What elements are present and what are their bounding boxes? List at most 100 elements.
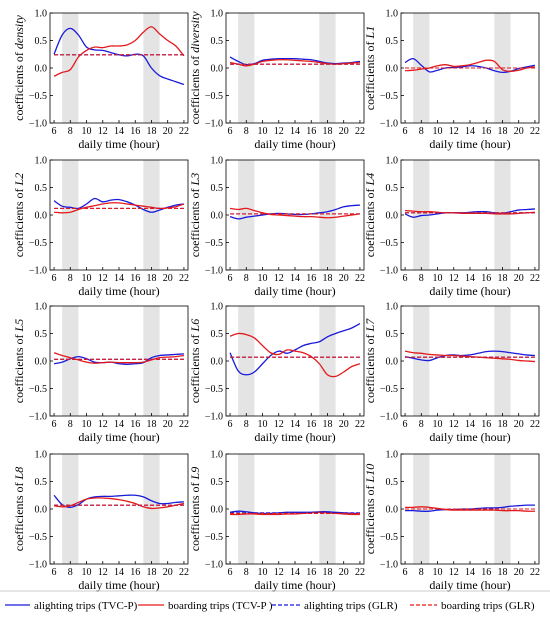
x-tick-label: 14 [465, 419, 475, 430]
y-axis-title-prefix: coefficients of [363, 482, 377, 554]
x-axis-title: daily time (hour) [429, 430, 510, 444]
x-tick-label: 14 [114, 273, 124, 284]
x-tick-label: 12 [98, 126, 108, 137]
legend-label-3: alighting trips (GLR) [304, 600, 398, 612]
x-tick-label: 12 [98, 567, 108, 578]
x-tick-label: 10 [433, 567, 443, 578]
y-tick-label: 1.0 [386, 450, 399, 461]
peak-band-2 [319, 306, 336, 416]
y-axis-title-prefix: coefficients of [188, 53, 202, 125]
peak-band-2 [143, 160, 160, 270]
x-tick-label: 10 [258, 126, 268, 137]
x-tick-label: 18 [322, 567, 332, 578]
x-tick-label: 16 [481, 273, 491, 284]
panel-L4: −1.0 −0.5 0.0 0.5 1.0 6 8 10 12 14 16 18 20 22 daily t… [363, 156, 540, 299]
x-tick-label: 14 [114, 126, 124, 137]
y-tick-label: 0.0 [35, 64, 48, 75]
x-tick-label: 16 [130, 567, 140, 578]
x-tick-label: 14 [290, 273, 300, 284]
y-tick-label: −1.0 [205, 119, 223, 130]
x-tick-label: 14 [290, 419, 300, 430]
x-tick-label: 10 [82, 419, 92, 430]
x-tick-label: 6 [52, 273, 57, 284]
x-tick-label: 14 [290, 126, 300, 137]
y-tick-label: 0.0 [211, 64, 224, 75]
y-tick-label: 1.0 [211, 156, 224, 167]
x-tick-label: 18 [146, 273, 156, 284]
y-tick-label: 0.0 [386, 211, 399, 222]
panel-L9: −1.0 −0.5 0.0 0.5 1.0 6 8 10 12 14 16 18 20 22 daily t… [188, 450, 365, 593]
y-tick-label: −1.0 [29, 119, 47, 130]
series-line-2 [229, 207, 361, 219]
x-tick-label: 18 [497, 567, 507, 578]
y-axis-title-variable: L8 [12, 467, 26, 481]
x-tick-label: 8 [419, 567, 424, 578]
panel-L3: −1.0 −0.5 0.0 0.5 1.0 6 8 10 12 14 16 18 20 22 daily t… [188, 156, 365, 299]
y-tick-label: −0.5 [380, 532, 398, 543]
x-tick-label: 20 [339, 419, 349, 430]
series-line-2 [405, 506, 535, 512]
x-tick-label: 12 [98, 419, 108, 430]
x-tick-label: 6 [228, 126, 233, 137]
y-axis-title-variable: L5 [12, 319, 26, 333]
y-axis-title: coefficients of L2 [12, 173, 26, 257]
y-tick-label: −1.0 [205, 560, 223, 571]
peak-band-2 [319, 454, 336, 564]
series-line-2 [54, 202, 185, 214]
y-tick-label: −1.0 [29, 266, 47, 277]
x-tick-label: 14 [290, 567, 300, 578]
series-line-2 [229, 332, 361, 378]
y-tick-label: 1.0 [211, 9, 224, 20]
y-axis-title: coefficients of L8 [12, 467, 26, 551]
x-tick-label: 16 [130, 419, 140, 430]
y-axis-title-variable: density [12, 14, 26, 49]
x-tick-label: 12 [449, 126, 459, 137]
panel-L1: −1.0 −0.5 0.0 0.5 1.0 6 8 10 12 14 16 18 20 22 daily t… [363, 9, 540, 152]
y-tick-label: 0.5 [211, 477, 224, 488]
y-tick-label: −1.0 [29, 412, 47, 423]
x-tick-label: 8 [68, 567, 73, 578]
y-tick-label: 1.0 [35, 9, 48, 20]
x-tick-label: 14 [114, 419, 124, 430]
peak-band-1 [413, 13, 430, 123]
x-tick-label: 18 [146, 567, 156, 578]
panel-L8: −1.0 −0.5 0.0 0.5 1.0 6 8 10 12 14 16 18 20 22 daily t… [12, 450, 189, 593]
x-tick-label: 10 [258, 273, 268, 284]
x-tick-label: 8 [68, 126, 73, 137]
x-tick-label: 22 [355, 273, 365, 284]
x-tick-label: 14 [114, 567, 124, 578]
y-tick-label: 0.0 [386, 64, 399, 75]
x-tick-label: 6 [228, 567, 233, 578]
y-axis-title-prefix: coefficients of [188, 185, 202, 257]
y-tick-label: −0.5 [29, 91, 47, 102]
x-tick-label: 12 [274, 273, 284, 284]
y-axis-title: coefficients of density [12, 14, 26, 120]
x-tick-label: 12 [274, 419, 284, 430]
y-axis-title: coefficients of L1 [363, 26, 377, 110]
y-tick-label: 0.0 [386, 357, 399, 368]
y-tick-label: 0.5 [386, 477, 399, 488]
y-axis-title-variable: diversity [188, 11, 202, 53]
y-tick-label: 0.0 [35, 211, 48, 222]
peak-band-2 [494, 306, 511, 416]
y-axis-title-prefix: coefficients of [363, 331, 377, 403]
panel-L2: −1.0 −0.5 0.0 0.5 1.0 6 8 10 12 14 16 18 20 22 daily t… [12, 156, 189, 299]
y-tick-label: −1.0 [205, 266, 223, 277]
x-tick-label: 16 [306, 126, 316, 137]
x-tick-label: 18 [322, 419, 332, 430]
y-tick-label: 0.5 [211, 36, 224, 47]
series-line-2 [53, 497, 185, 510]
panel-L10: −1.0 −0.5 0.0 0.5 1.0 6 8 10 12 14 16 18 20 22 daily t… [363, 450, 540, 593]
x-tick-label: 20 [339, 567, 349, 578]
x-tick-label: 16 [130, 126, 140, 137]
x-tick-label: 16 [481, 126, 491, 137]
y-axis-title: coefficients of L3 [188, 173, 202, 257]
y-tick-label: −0.5 [205, 91, 223, 102]
series-line-1 [404, 208, 535, 218]
x-tick-label: 12 [274, 567, 284, 578]
y-tick-label: 0.0 [211, 505, 224, 516]
y-tick-label: 1.0 [386, 9, 399, 20]
x-tick-label: 18 [497, 419, 507, 430]
y-tick-label: 1.0 [211, 302, 224, 313]
x-tick-label: 10 [433, 419, 443, 430]
